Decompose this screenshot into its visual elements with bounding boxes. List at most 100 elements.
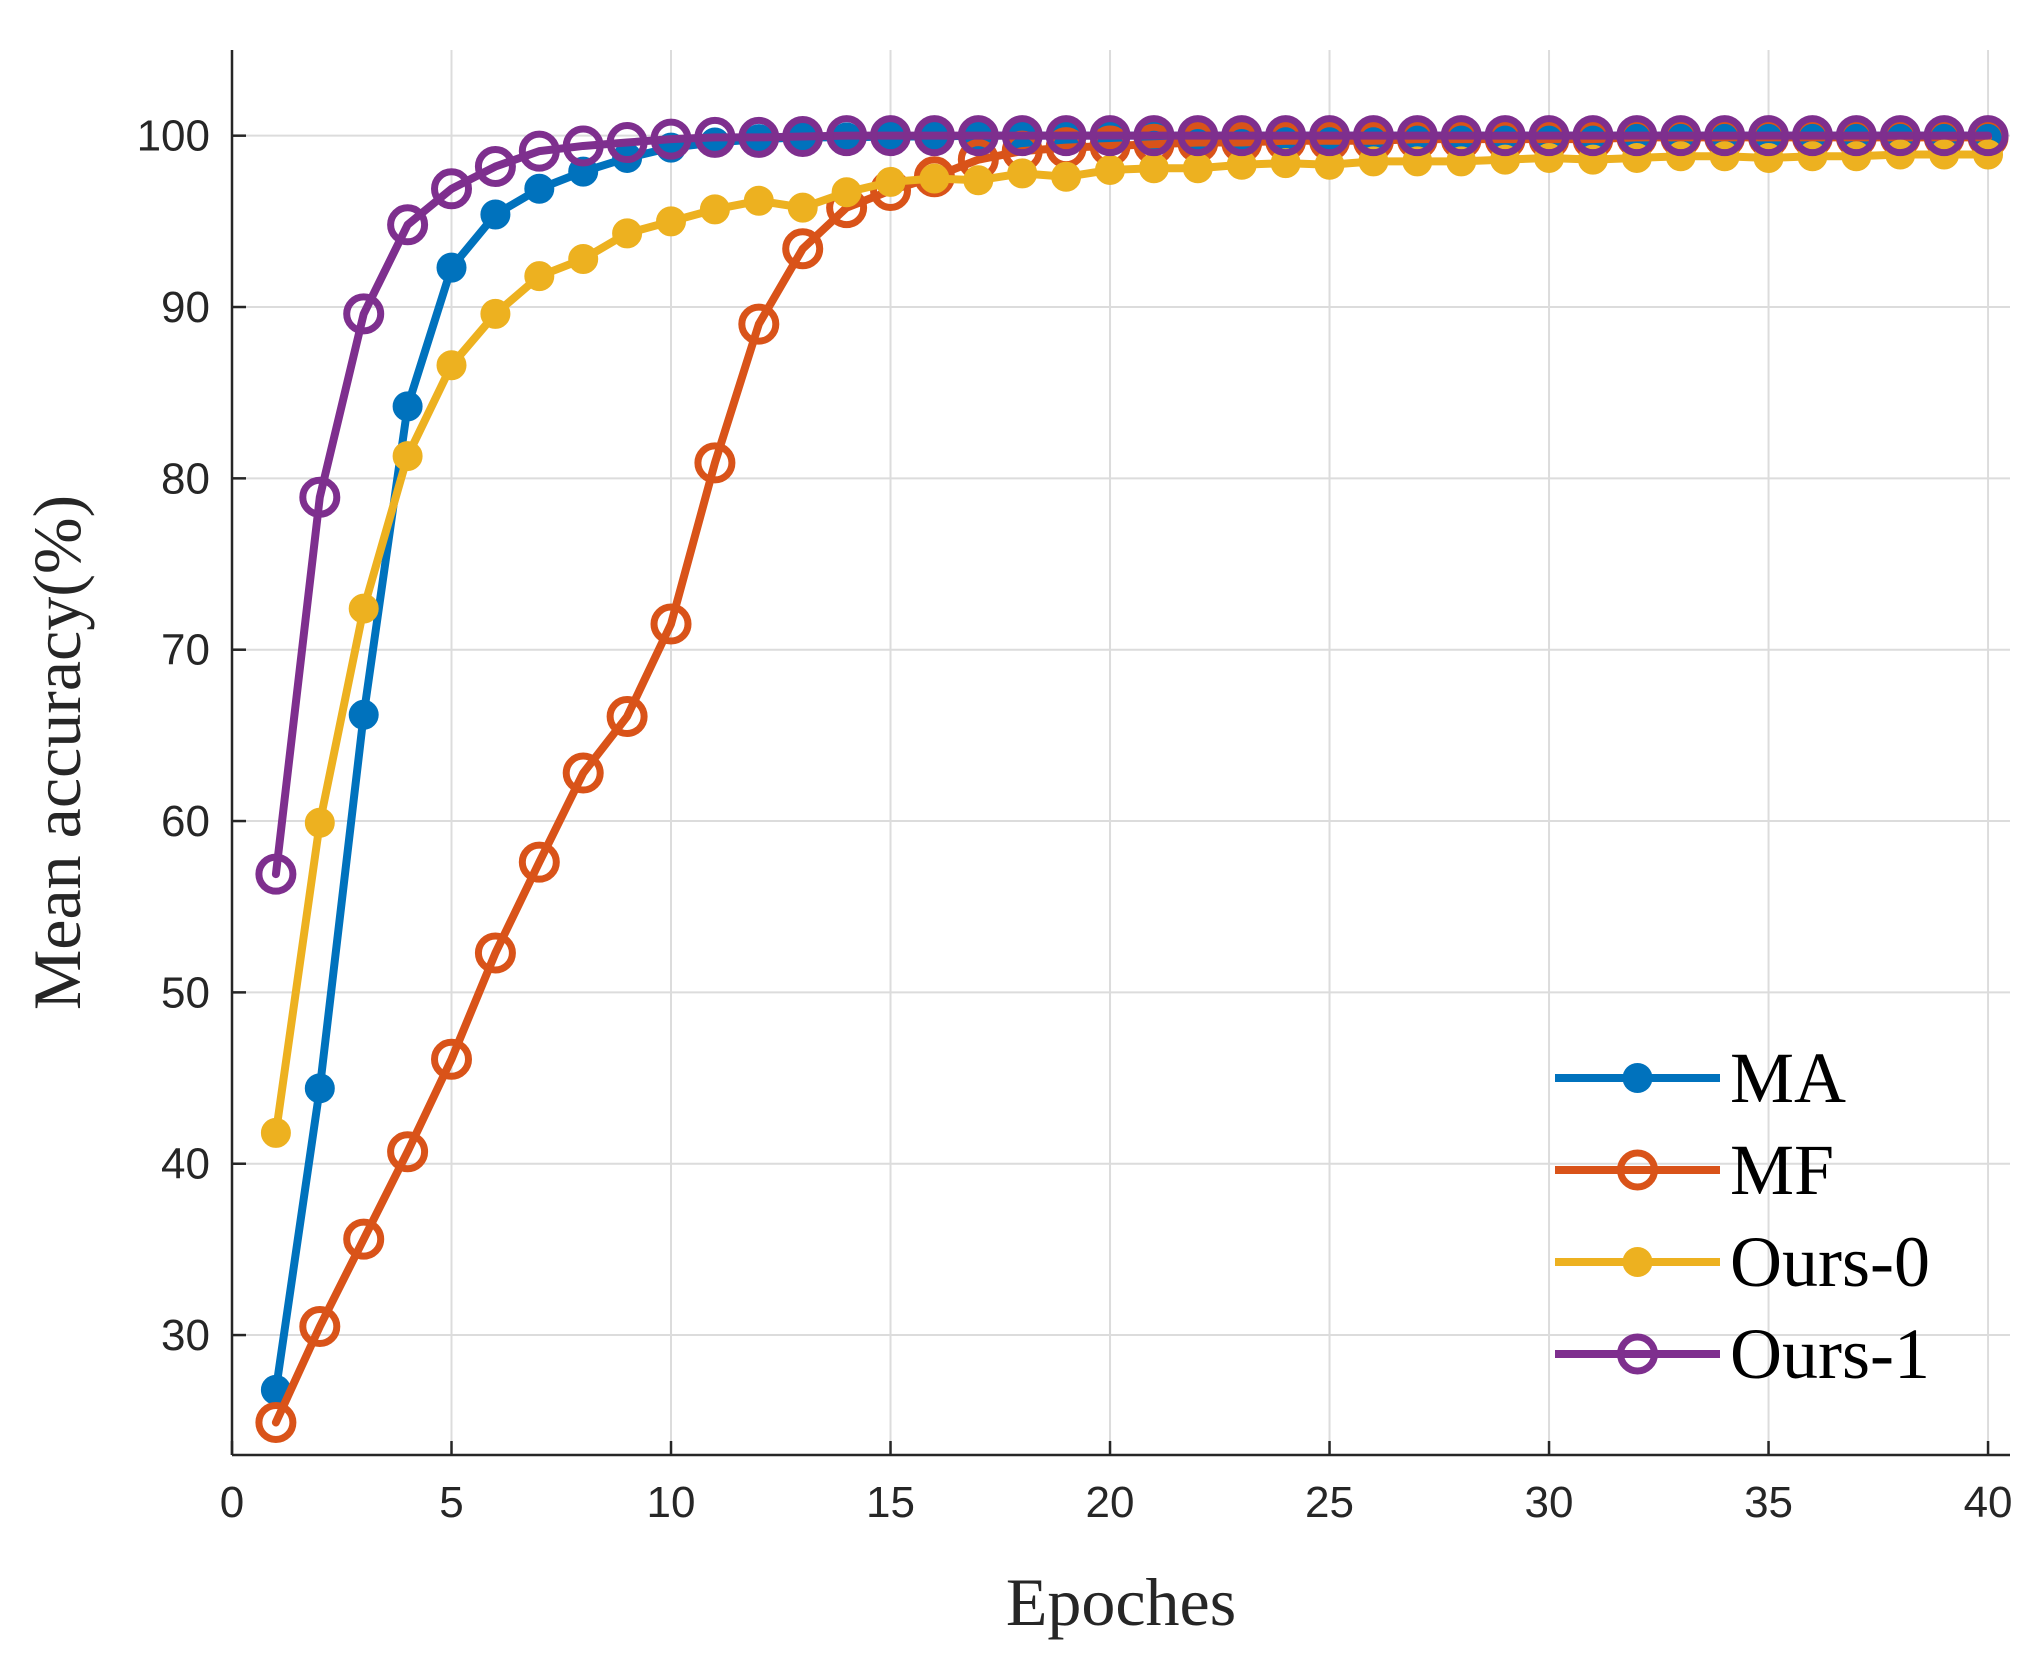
data-point bbox=[1138, 153, 1169, 184]
data-point bbox=[694, 116, 736, 158]
data-point bbox=[524, 173, 555, 204]
legend-label: MF bbox=[1730, 1130, 1834, 1210]
data-point bbox=[1352, 115, 1394, 157]
data-point bbox=[650, 603, 692, 645]
y-tick-label: 90 bbox=[161, 283, 210, 332]
data-point bbox=[474, 146, 516, 188]
data-point bbox=[1923, 115, 1965, 157]
x-tick-label: 20 bbox=[1086, 1478, 1135, 1527]
data-point bbox=[255, 1401, 297, 1443]
data-point bbox=[387, 1131, 429, 1173]
data-point bbox=[1967, 115, 2009, 157]
y-tick-label: 80 bbox=[161, 454, 210, 503]
data-point bbox=[1396, 115, 1438, 157]
data-point bbox=[431, 168, 473, 210]
data-point bbox=[1528, 115, 1570, 157]
legend-marker bbox=[1622, 1247, 1653, 1277]
y-tick-label: 70 bbox=[161, 626, 210, 675]
x-tick-label: 35 bbox=[1744, 1478, 1793, 1527]
data-point bbox=[1089, 115, 1131, 157]
data-point bbox=[480, 298, 511, 329]
data-point bbox=[392, 391, 423, 422]
data-point bbox=[255, 853, 297, 895]
data-point bbox=[562, 125, 604, 167]
x-tick-label: 25 bbox=[1305, 1478, 1354, 1527]
data-point bbox=[299, 1305, 341, 1347]
series-line-ours-0 bbox=[271, 150, 1993, 1137]
series-line-ours-1 bbox=[271, 131, 1993, 879]
data-point bbox=[782, 116, 824, 158]
legend-item: MA bbox=[1555, 1038, 1846, 1118]
plot-series bbox=[255, 115, 2009, 1443]
data-point bbox=[348, 699, 379, 730]
data-point bbox=[480, 199, 511, 230]
legend: MA MF Ours-0 Ours-1 bbox=[1555, 1038, 1930, 1394]
data-point bbox=[1265, 115, 1307, 157]
data-point bbox=[1133, 115, 1175, 157]
data-point bbox=[957, 115, 999, 157]
data-point bbox=[1270, 148, 1301, 179]
data-point bbox=[562, 752, 604, 794]
data-point bbox=[656, 206, 687, 237]
data-point bbox=[1095, 154, 1126, 185]
data-point bbox=[343, 1218, 385, 1260]
legend-marker bbox=[1617, 1149, 1658, 1191]
data-point bbox=[474, 932, 516, 974]
data-point bbox=[1835, 115, 1877, 157]
data-point bbox=[1177, 115, 1219, 157]
data-point bbox=[1572, 115, 1614, 157]
y-tick-label: 40 bbox=[161, 1140, 210, 1189]
data-point bbox=[304, 1073, 335, 1104]
data-point bbox=[431, 1038, 473, 1080]
y-tick-label: 60 bbox=[161, 797, 210, 846]
data-point bbox=[743, 185, 774, 216]
data-point bbox=[1879, 115, 1921, 157]
legend-item: Ours-1 bbox=[1555, 1314, 1930, 1394]
data-point bbox=[1051, 161, 1082, 192]
data-point bbox=[875, 166, 906, 197]
data-point bbox=[919, 163, 950, 194]
legend-label: Ours-1 bbox=[1730, 1314, 1930, 1394]
data-point bbox=[1616, 115, 1658, 157]
legend-label: Ours-0 bbox=[1730, 1222, 1930, 1302]
data-point bbox=[699, 194, 730, 225]
data-point bbox=[1045, 115, 1087, 157]
data-point bbox=[1484, 115, 1526, 157]
x-tick-label: 0 bbox=[220, 1478, 244, 1527]
data-point bbox=[436, 252, 467, 283]
legend-item: MF bbox=[1555, 1130, 1834, 1210]
x-axis-title: Epoches bbox=[1006, 1564, 1236, 1640]
data-point bbox=[1182, 153, 1213, 184]
data-point bbox=[568, 244, 599, 275]
legend-marker bbox=[1622, 1063, 1653, 1093]
data-point bbox=[650, 118, 692, 160]
legend-label: MA bbox=[1730, 1038, 1846, 1118]
data-point bbox=[612, 218, 643, 249]
data-point bbox=[1704, 115, 1746, 157]
data-point bbox=[782, 228, 824, 270]
data-point bbox=[831, 177, 862, 208]
x-tick-label: 15 bbox=[866, 1478, 915, 1527]
data-point bbox=[387, 204, 429, 246]
x-tick-label: 30 bbox=[1525, 1478, 1574, 1527]
data-point bbox=[963, 165, 994, 196]
data-point bbox=[343, 293, 385, 335]
data-point bbox=[524, 261, 555, 292]
grid bbox=[232, 50, 2010, 1455]
legend-marker bbox=[1617, 1333, 1658, 1375]
legend-item: Ours-0 bbox=[1555, 1222, 1930, 1302]
data-point bbox=[518, 841, 560, 883]
series-ours-0 bbox=[260, 139, 2004, 1148]
y-tick-label: 100 bbox=[137, 112, 210, 161]
data-point bbox=[787, 192, 818, 223]
data-point bbox=[1007, 158, 1038, 189]
data-point bbox=[304, 807, 335, 838]
y-axis-title: Mean accuracy(%) bbox=[19, 495, 95, 1010]
data-point bbox=[870, 115, 912, 157]
data-point bbox=[299, 476, 341, 518]
data-point bbox=[1001, 115, 1043, 157]
data-point bbox=[1309, 115, 1351, 157]
data-point bbox=[913, 115, 955, 157]
data-point bbox=[738, 116, 780, 158]
